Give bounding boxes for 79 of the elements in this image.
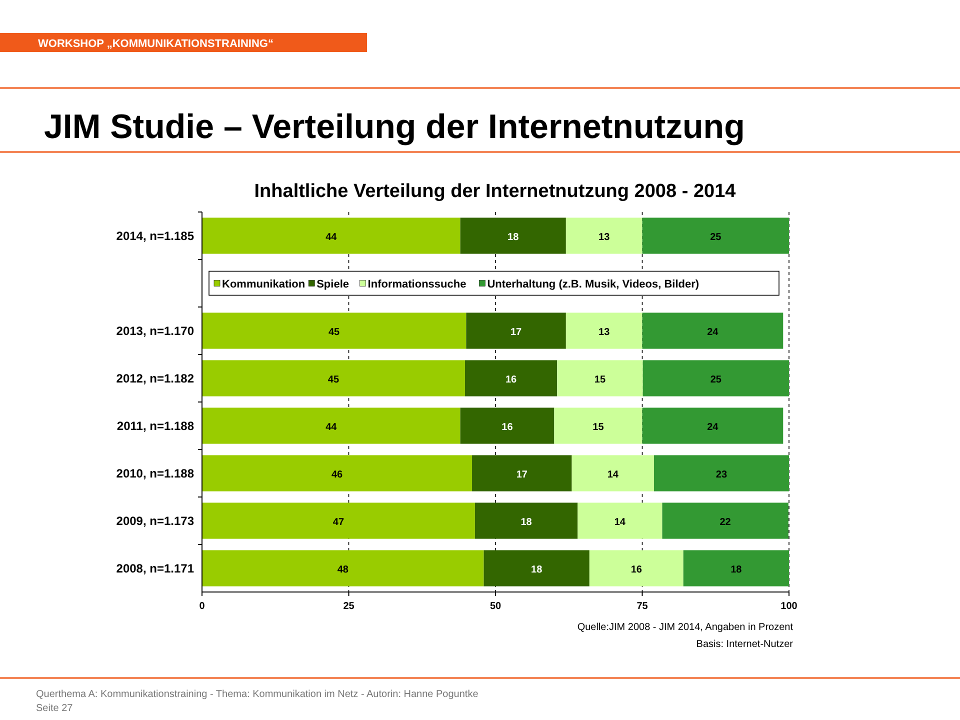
data-label: 46	[331, 469, 344, 480]
chart-subtitle: Inhaltliche Verteilung der Internetnutzung 2008 - 2014	[254, 181, 736, 202]
bar	[460, 408, 554, 444]
bar	[642, 312, 784, 349]
y-tick-label: 2010, n=1.188	[116, 466, 194, 480]
bar	[578, 502, 662, 539]
data-label: 15	[592, 422, 604, 433]
data-label: 48	[337, 564, 349, 576]
data-label: 16	[502, 422, 514, 433]
text: Querthema A: Kommunikationstraining - Thema: Kommunikation im Netz - Autorin: Hanne Poguntke	[36, 689, 479, 700]
bar	[557, 360, 643, 396]
bar	[202, 502, 475, 539]
bar	[464, 360, 558, 396]
x-tick-label: 0	[199, 601, 206, 612]
bar	[654, 455, 789, 492]
text: Seite 27	[36, 703, 74, 714]
legend-label: Spiele	[316, 278, 350, 290]
data-label: 25	[710, 232, 722, 243]
y-tick-label: 2012, n=1.182	[116, 371, 194, 386]
data-label: 24	[707, 422, 719, 433]
bar	[202, 408, 460, 444]
chart-title: JIM Studie – Verteilung der Internetnutzung	[44, 108, 745, 146]
data-label: 16	[630, 564, 642, 576]
bar	[642, 218, 789, 254]
bar	[466, 312, 566, 349]
bar	[554, 408, 642, 444]
data-label: 44	[326, 422, 338, 433]
bar	[474, 502, 578, 539]
bar	[662, 502, 788, 539]
source-note: Quelle:JIM 2008 - JIM 2014, Angaben in Prozent	[577, 622, 794, 633]
data-label: 17	[510, 326, 522, 338]
data-label: 16	[505, 374, 518, 386]
text: WORKSHOP „KOMMUNIKATIONSTRAINING“	[38, 38, 274, 50]
legend-label: Kommunikation	[222, 278, 306, 290]
bar	[460, 218, 566, 254]
bar	[202, 360, 465, 396]
bar	[683, 550, 789, 586]
data-label: 18	[508, 232, 520, 243]
data-label: 18	[520, 516, 532, 528]
bar	[202, 218, 460, 254]
data-label: 14	[607, 469, 619, 480]
y-tick-label: 2009, n=1.173	[116, 514, 194, 528]
data-label: 24	[707, 326, 719, 338]
data-label: 18	[730, 564, 742, 576]
data-label: 15	[594, 374, 606, 386]
data-label: 13	[598, 232, 610, 243]
data-label: 25	[710, 374, 722, 386]
data-label: 47	[332, 516, 344, 528]
x-tick-label: 100	[780, 601, 798, 612]
bar	[566, 312, 642, 349]
x-tick-label: 25	[343, 601, 355, 612]
data-label: 45	[328, 326, 340, 338]
data-label: 17	[516, 469, 528, 480]
bar	[202, 312, 466, 349]
data-label: 44	[326, 232, 338, 243]
bar	[484, 550, 590, 586]
bar	[642, 408, 784, 444]
data-label: 45	[328, 374, 340, 386]
y-tick-label: 2013, n=1.170	[116, 324, 194, 338]
data-label: 23	[716, 469, 728, 480]
bar	[472, 455, 572, 492]
x-tick-label: 75	[636, 601, 648, 612]
bar	[202, 550, 484, 586]
data-label: 14	[614, 516, 626, 528]
text: Basis: Internet-Nutzer	[696, 639, 794, 650]
bar	[642, 360, 789, 396]
data-label: 22	[720, 516, 732, 528]
y-tick-label: 2008, n=1.171	[116, 561, 194, 576]
y-tick-label: 2014, n=1.185	[116, 228, 194, 243]
bar	[566, 218, 642, 254]
data-label: 13	[598, 326, 610, 338]
legend-label: Unterhaltung (z.B. Musik, Videos, Bilder)	[487, 278, 700, 290]
bar	[202, 455, 472, 492]
y-tick-label: 2011, n=1.188	[116, 418, 194, 433]
bar	[589, 550, 684, 586]
data-label: 18	[531, 564, 543, 576]
x-tick-label: 50	[490, 601, 502, 612]
bar	[572, 455, 654, 492]
legend-label: Informationssuche	[368, 278, 466, 290]
